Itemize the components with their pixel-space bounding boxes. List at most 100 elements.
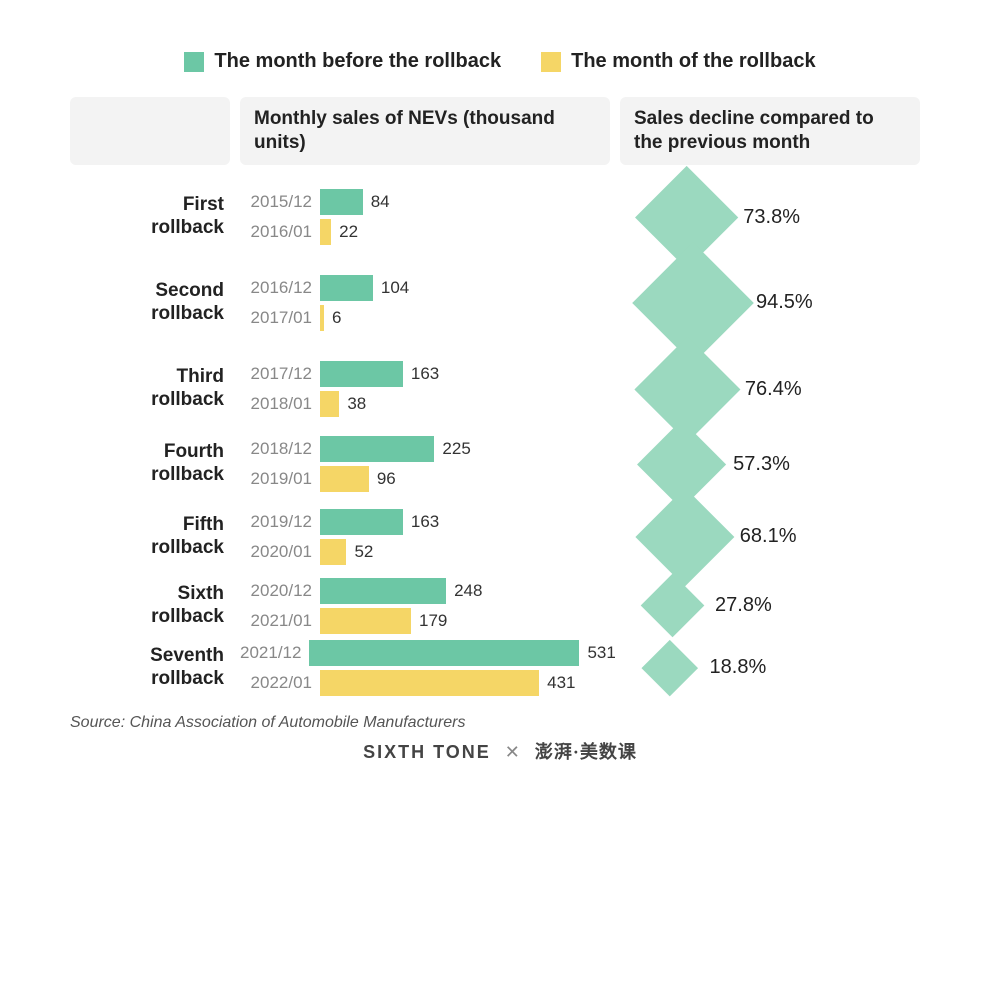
bar-wrap-of: 38 (320, 391, 610, 417)
row-label: Fourthrollback (70, 441, 230, 487)
row-bars: 2016/12 104 2017/01 6 (240, 275, 610, 331)
legend-swatch-before (184, 52, 204, 72)
bar-wrap-of: 52 (320, 539, 610, 565)
bar-wrap-of: 431 (320, 670, 610, 696)
bar-value-before: 225 (442, 439, 470, 459)
bar-line-before: 2015/12 84 (240, 189, 610, 215)
bar-date-of: 2018/01 (240, 394, 312, 414)
header-blank (70, 97, 230, 165)
bar-value-of: 22 (339, 222, 358, 242)
bar-line-of: 2020/01 52 (240, 539, 610, 565)
bar-date-before: 2017/12 (240, 364, 312, 384)
bar-wrap-of: 179 (320, 608, 610, 634)
decline-cell: 27.8% (620, 583, 920, 628)
decline-diamond-icon (636, 487, 735, 586)
bar-wrap-before: 531 (309, 640, 615, 666)
bar-line-of: 2022/01 431 (240, 670, 610, 696)
row-label: Thirdrollback (70, 366, 230, 412)
bar-wrap-before: 84 (320, 189, 610, 215)
legend: The month before the rollback The month … (70, 50, 930, 73)
header-decline: Sales decline compared to the previous m… (620, 97, 920, 165)
bar-value-before: 104 (381, 278, 409, 298)
bar-before (309, 640, 579, 666)
bar-line-of: 2019/01 96 (240, 466, 610, 492)
row-label: Seventhrollback (70, 645, 230, 691)
bar-value-of: 431 (547, 673, 575, 693)
bar-value-before: 163 (411, 364, 439, 384)
bar-line-before: 2016/12 104 (240, 275, 610, 301)
row-label: Firstrollback (70, 194, 230, 240)
decline-value: 73.8% (743, 206, 800, 229)
bar-wrap-before: 163 (320, 361, 610, 387)
bar-date-of: 2016/01 (240, 222, 312, 242)
bar-before (320, 275, 373, 301)
row-bars: 2018/12 225 2019/01 96 (240, 436, 610, 492)
bar-of (320, 219, 331, 245)
decline-diamond-icon (641, 574, 705, 638)
legend-swatch-of (541, 52, 561, 72)
bar-wrap-before: 248 (320, 578, 610, 604)
row-bars: 2017/12 163 2018/01 38 (240, 361, 610, 417)
legend-item-before: The month before the rollback (184, 50, 501, 73)
legend-item-of: The month of the rollback (541, 50, 815, 73)
footer-sep: ✕ (505, 742, 521, 762)
table-row: Seventhrollback 2021/12 531 2022/01 431 … (70, 640, 930, 696)
row-bars: 2019/12 163 2020/01 52 (240, 509, 610, 565)
bar-of (320, 670, 539, 696)
bar-of (320, 391, 339, 417)
bar-line-before: 2020/12 248 (240, 578, 610, 604)
bar-line-of: 2018/01 38 (240, 391, 610, 417)
row-bars: 2020/12 248 2021/01 179 (240, 578, 610, 634)
bar-date-of: 2020/01 (240, 542, 312, 562)
bar-value-of: 38 (347, 394, 366, 414)
decline-cell: 57.3% (620, 433, 920, 496)
decline-value: 57.3% (733, 453, 790, 476)
bar-date-of: 2019/01 (240, 469, 312, 489)
table-row: Secondrollback 2016/12 104 2017/01 6 94.… (70, 260, 930, 346)
bar-value-of: 6 (332, 308, 341, 328)
bar-date-of: 2017/01 (240, 308, 312, 328)
decline-cell: 76.4% (620, 352, 920, 427)
decline-value: 27.8% (715, 594, 772, 617)
bar-of (320, 539, 346, 565)
bar-of (320, 305, 324, 331)
bar-before (320, 361, 403, 387)
bar-wrap-before: 225 (320, 436, 610, 462)
bar-value-before: 531 (587, 643, 615, 663)
bar-value-before: 84 (371, 192, 390, 212)
decline-cell: 73.8% (620, 181, 920, 254)
bar-date-before: 2019/12 (240, 512, 312, 532)
legend-label-of: The month of the rollback (571, 50, 815, 73)
row-bars: 2021/12 531 2022/01 431 (240, 640, 610, 696)
header-sales: Monthly sales of NEVs (thousand units) (240, 97, 610, 165)
bar-line-before: 2021/12 531 (240, 640, 610, 666)
bar-line-of: 2016/01 22 (240, 219, 610, 245)
bar-wrap-of: 6 (320, 305, 610, 331)
row-label: Secondrollback (70, 280, 230, 326)
decline-value: 18.8% (710, 656, 767, 679)
bar-before (320, 578, 446, 604)
bar-wrap-of: 22 (320, 219, 610, 245)
bar-date-before: 2020/12 (240, 581, 312, 601)
bar-value-before: 163 (411, 512, 439, 532)
bar-date-of: 2022/01 (240, 673, 312, 693)
decline-cell: 68.1% (620, 502, 920, 572)
column-headers: Monthly sales of NEVs (thousand units) S… (70, 97, 930, 165)
decline-value: 68.1% (740, 525, 797, 548)
footer: SIXTH TONE ✕ 澎湃·美数课 (70, 738, 930, 764)
bar-value-of: 52 (354, 542, 373, 562)
bar-value-of: 96 (377, 469, 396, 489)
bar-date-of: 2021/01 (240, 611, 312, 631)
decline-diamond-icon (642, 640, 698, 696)
bar-date-before: 2016/12 (240, 278, 312, 298)
footer-brand: SIXTH TONE (363, 742, 491, 762)
bar-wrap-before: 104 (320, 275, 610, 301)
table-row: Fifthrollback 2019/12 163 2020/01 52 68.… (70, 502, 930, 572)
bar-date-before: 2018/12 (240, 439, 312, 459)
bar-value-of: 179 (419, 611, 447, 631)
bar-date-before: 2021/12 (240, 643, 301, 663)
decline-cell: 94.5% (620, 260, 920, 346)
bar-before (320, 436, 434, 462)
decline-value: 94.5% (756, 291, 813, 314)
chart-rows: Firstrollback 2015/12 84 2016/01 22 73.8… (70, 181, 930, 696)
